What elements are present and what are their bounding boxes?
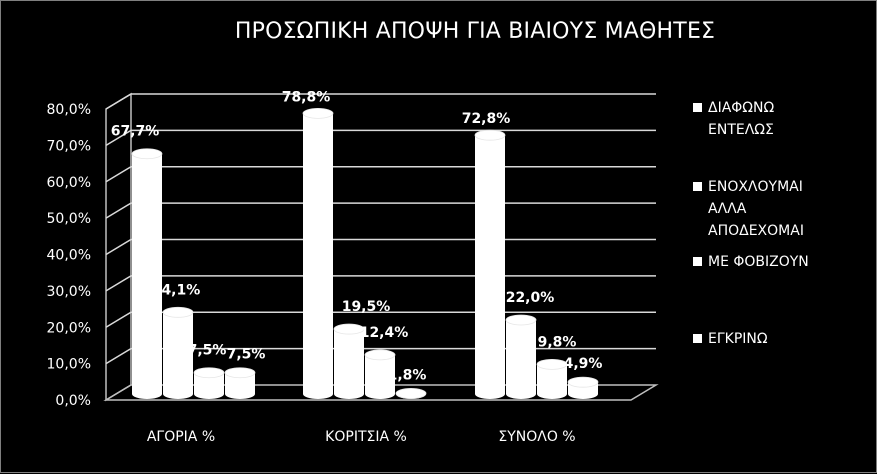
bar-cylinder: [475, 130, 505, 399]
bar-cylinder-top: [364, 349, 396, 361]
data-label: 78,8%: [282, 89, 331, 105]
gridline: [105, 202, 656, 219]
bar-cylinder-top: [474, 129, 506, 141]
data-label: 22,0%: [506, 290, 555, 306]
legend-label-diafono: ΔΙΑΦΩΝΩ ΕΝΤΕΛΩΣ: [708, 100, 775, 138]
bar-cylinder-top: [536, 358, 568, 370]
data-label: 24,1%: [152, 282, 201, 298]
legend-swatch-egkrino: [693, 334, 702, 343]
y-tick-label: 20,0%: [47, 320, 91, 336]
gridline: [105, 166, 656, 183]
data-label: 7,5%: [227, 347, 266, 363]
legend-item-diafono: ΔΙΑΦΩΝΩ ΕΝΤΕΛΩΣ: [693, 97, 873, 143]
data-label: 12,4%: [360, 325, 409, 341]
y-tick-label: 50,0%: [47, 211, 91, 227]
legend-swatch-diafono: [693, 103, 702, 112]
x-category-label: ΣΥΝΟΛΟ %: [498, 429, 575, 445]
x-category-label: ΑΓΟΡΙΑ %: [147, 429, 215, 445]
bar-cylinder-top: [131, 148, 163, 160]
legend-item-me-fovizoun: ΜΕ ΦΟΒΙΖΟΥΝ: [693, 251, 873, 275]
data-label: 7,5%: [188, 343, 227, 359]
data-label: 4,9%: [564, 356, 603, 372]
y-tick-label: 10,0%: [47, 357, 91, 373]
bar-cylinder-top: [302, 107, 334, 119]
y-tick-label: 0,0%: [55, 393, 91, 409]
bar-cylinder: [163, 307, 193, 399]
bar-cylinder: [132, 148, 162, 399]
gridline: [105, 238, 656, 256]
bar-cylinder: [334, 324, 364, 399]
legend-label-egkrino: ΕΓΚΡΙΝΩ: [708, 331, 768, 347]
gridline: [105, 129, 656, 147]
bar-cylinder: [303, 108, 333, 400]
bar-cylinder: [537, 359, 567, 399]
chart-title: ΠΡΟΣΩΠΙΚΗ ΑΠΟΨΗ ΓΙΑ ΒΙΑΙΟΥΣ ΜΑΘΗΤΕΣ: [234, 19, 716, 44]
data-label: 19,5%: [342, 299, 391, 315]
bar-cylinder-top: [193, 367, 225, 379]
data-label: 9,8%: [538, 334, 577, 350]
legend-swatch-enochloumai: [693, 182, 702, 191]
legend-label-enochloumai: ΕΝΟΧΛΟΥΜΑΙ ΑΛΛΑ ΑΠΟΔΕΧΟΜΑΙ: [708, 179, 804, 239]
legend-item-egkrino: ΕΓΚΡΙΝΩ: [693, 328, 873, 352]
data-label: 1,8%: [388, 367, 427, 383]
y-tick-label: 80,0%: [47, 102, 91, 118]
bar-cylinder-top: [395, 388, 427, 399]
y-tick-label: 30,0%: [47, 284, 91, 300]
bar-cylinder-top: [224, 367, 256, 379]
bar-cylinder: [506, 314, 536, 399]
x-category-label: ΚΟΡΙΤΣΙΑ %: [325, 429, 407, 445]
gridline: [105, 93, 656, 110]
bar-cylinder-top: [162, 306, 194, 318]
y-tick-label: 60,0%: [47, 175, 91, 191]
bar-cylinder-top: [333, 323, 365, 335]
legend-swatch-me-fovizoun: [693, 257, 702, 266]
data-label: 72,8%: [462, 111, 511, 127]
y-tick-label: 70,0%: [47, 138, 91, 154]
data-label: 67,7%: [111, 124, 160, 140]
bar-cylinder-top: [505, 314, 537, 326]
bar-cylinder-top: [567, 376, 599, 388]
floor: [103, 384, 659, 401]
legend-item-enochloumai: ΕΝΟΧΛΟΥΜΑΙ ΑΛΛΑ ΑΠΟΔΕΧΟΜΑΙ: [693, 176, 873, 246]
y-tick-label: 40,0%: [47, 248, 91, 264]
bar-cylinder: [365, 349, 395, 399]
legend-label-me-fovizoun: ΜΕ ΦΟΒΙΖΟΥΝ: [708, 254, 809, 270]
